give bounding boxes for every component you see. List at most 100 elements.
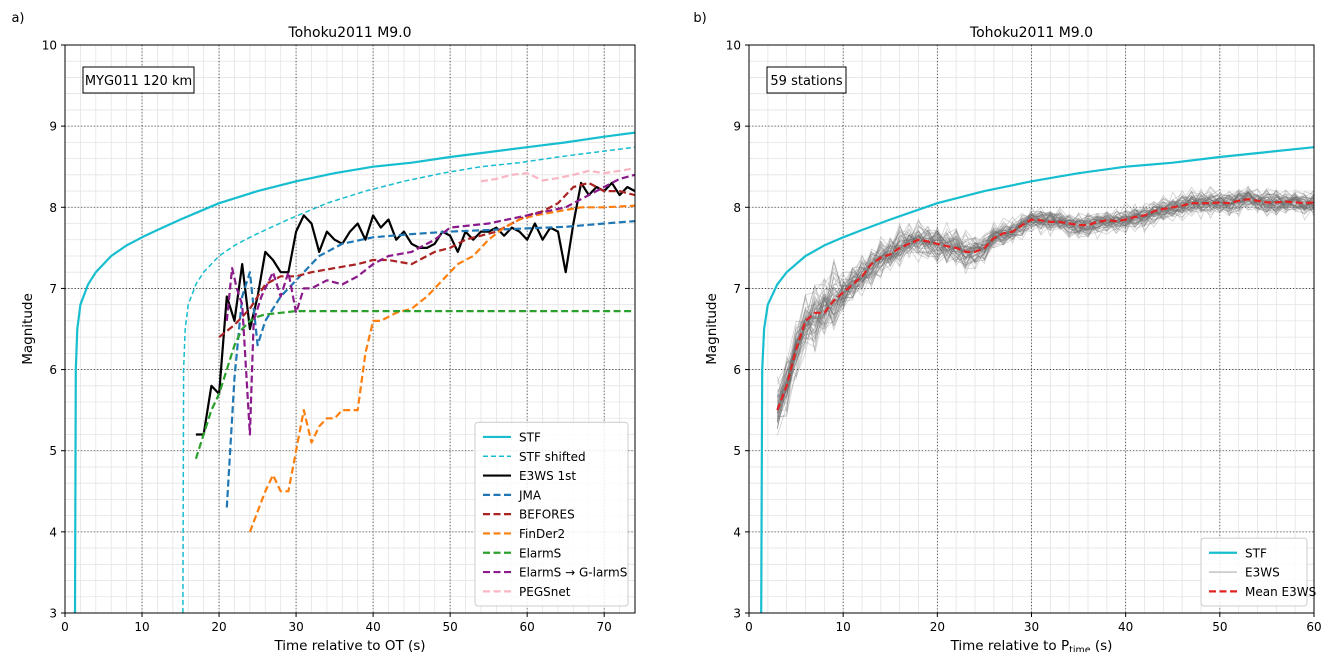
x-tick-label: 50 bbox=[442, 620, 457, 634]
x-tick-label: 30 bbox=[1024, 620, 1039, 634]
y-axis-label: Magnitude bbox=[20, 293, 36, 365]
y-tick-label: 4 bbox=[49, 525, 57, 539]
y-tick-label: 7 bbox=[733, 282, 741, 296]
y-axis-label: Magnitude bbox=[704, 293, 720, 365]
plot-area bbox=[760, 146, 1314, 613]
x-tick-label: 70 bbox=[597, 620, 612, 634]
station-trace bbox=[777, 190, 1314, 418]
station-trace bbox=[776, 193, 1314, 428]
station-trace bbox=[776, 191, 1314, 410]
legend-label: Mean E3WS bbox=[1245, 585, 1316, 599]
plot-area bbox=[73, 131, 635, 613]
station-trace bbox=[776, 188, 1314, 417]
station-trace bbox=[776, 191, 1314, 394]
station-trace bbox=[776, 193, 1314, 401]
y-tick-label: 5 bbox=[49, 444, 57, 458]
station-trace bbox=[776, 186, 1314, 411]
y-tick-label: 9 bbox=[49, 120, 57, 134]
y-tick-label: 3 bbox=[49, 607, 57, 621]
station-trace bbox=[776, 190, 1314, 410]
station-trace bbox=[776, 188, 1314, 382]
x-tick-label: 60 bbox=[520, 620, 535, 634]
annotation-text: 59 stations bbox=[770, 74, 842, 89]
station-trace bbox=[777, 190, 1314, 396]
station-trace bbox=[776, 189, 1314, 428]
station-trace bbox=[776, 195, 1314, 424]
legend-label: FinDer2 bbox=[519, 527, 565, 541]
legend-label: PEGSnet bbox=[519, 585, 571, 599]
series-line-stf bbox=[760, 146, 1314, 613]
legend-label: STF shifted bbox=[519, 450, 586, 464]
station-trace bbox=[776, 186, 1314, 414]
axes-frame bbox=[64, 44, 636, 614]
legend-label: E3WS 1st bbox=[519, 469, 576, 483]
y-tick-label: 6 bbox=[49, 363, 57, 377]
station-annotation: MYG011 120 km bbox=[82, 66, 195, 94]
legend-label: STF bbox=[519, 430, 541, 444]
y-tick-label: 10 bbox=[726, 39, 741, 53]
panel-label: b) bbox=[693, 11, 706, 26]
annotation-box bbox=[766, 66, 847, 94]
series-line-finder2 bbox=[248, 204, 635, 533]
station-trace bbox=[776, 194, 1314, 409]
station-trace bbox=[776, 189, 1314, 411]
panel-a: 0 10 20 30 40 50 60 70 3 4 5 6 7 8 9 10 Tohoku2011 M9.0 a… bbox=[11, 11, 636, 654]
chart-title: Tohoku2011 M9.0 bbox=[287, 25, 411, 41]
series-line-jma bbox=[225, 220, 635, 508]
series-line-elarms-g-larms bbox=[225, 173, 635, 436]
station-trace bbox=[777, 191, 1314, 419]
station-trace bbox=[776, 191, 1314, 404]
chart-title: Tohoku2011 M9.0 bbox=[969, 25, 1093, 41]
station-trace bbox=[776, 193, 1314, 419]
station-trace bbox=[776, 188, 1314, 415]
legend-box bbox=[1200, 537, 1308, 607]
station-trace bbox=[776, 184, 1314, 415]
x-tick-label: 30 bbox=[288, 620, 303, 634]
station-trace bbox=[776, 189, 1314, 385]
station-trace bbox=[776, 191, 1314, 413]
legend-label: STF bbox=[1245, 546, 1267, 560]
station-trace bbox=[777, 197, 1314, 411]
panel-label: a) bbox=[11, 11, 24, 26]
station-trace bbox=[776, 190, 1314, 421]
y-tick-label: 4 bbox=[733, 525, 741, 539]
y-tick-label: 3 bbox=[733, 607, 741, 621]
station-annotation: 59 stations bbox=[766, 66, 847, 94]
series-line-befores bbox=[218, 181, 635, 338]
y-tick-label: 9 bbox=[733, 120, 741, 134]
x-tick-label: 10 bbox=[836, 620, 851, 634]
x-tick-label: 0 bbox=[61, 620, 69, 634]
x-tick-label: 20 bbox=[930, 620, 945, 634]
legend-box bbox=[474, 421, 629, 607]
legend-label: E3WS bbox=[1245, 566, 1280, 580]
station-trace bbox=[777, 193, 1314, 392]
station-trace bbox=[776, 191, 1314, 436]
station-trace bbox=[776, 194, 1314, 413]
x-tick-label: 20 bbox=[211, 620, 226, 634]
y-tick-label: 8 bbox=[733, 201, 741, 215]
x-axis-label: Time relative to Ptime (s) bbox=[950, 638, 1113, 652]
series-line-e3ws-1st bbox=[195, 181, 635, 436]
station-trace bbox=[776, 190, 1314, 408]
y-tick-label: 7 bbox=[49, 282, 57, 296]
annotation-box bbox=[82, 66, 195, 94]
y-tick-label: 6 bbox=[733, 363, 741, 377]
station-trace bbox=[776, 192, 1314, 424]
station-trace bbox=[776, 193, 1314, 411]
x-tick-label: 40 bbox=[1118, 620, 1133, 634]
legend-label: ElarmS bbox=[519, 546, 561, 560]
station-trace bbox=[776, 187, 1314, 408]
y-tick-label: 8 bbox=[49, 201, 57, 215]
legend-label: BEFORES bbox=[519, 508, 575, 522]
series-line-stf bbox=[73, 131, 635, 613]
series-line-mean-e3ws bbox=[776, 198, 1314, 411]
station-trace bbox=[776, 191, 1314, 414]
station-trace bbox=[776, 189, 1314, 406]
station-trace bbox=[776, 191, 1314, 412]
legend-label: ElarmS → G-larmS bbox=[519, 566, 627, 580]
station-trace bbox=[776, 190, 1314, 413]
station-trace bbox=[776, 188, 1314, 399]
station-trace bbox=[776, 193, 1314, 417]
